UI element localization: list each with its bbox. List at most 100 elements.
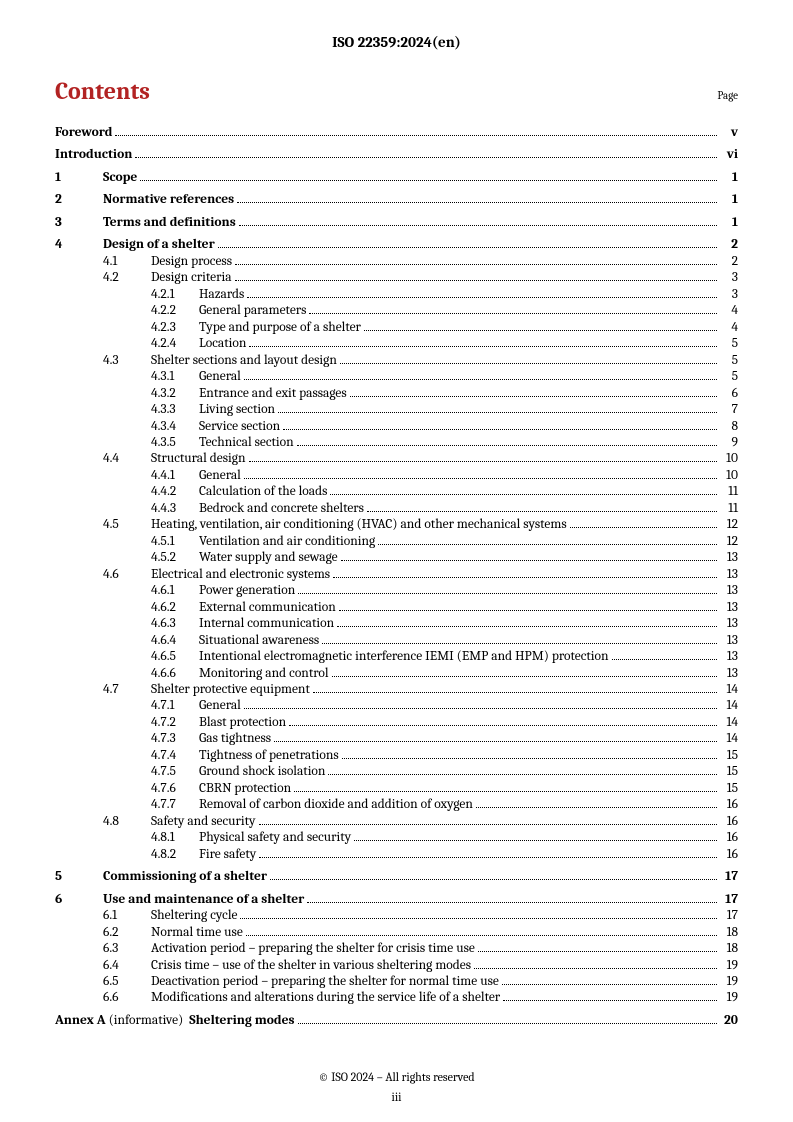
toc-entry[interactable]: 2Normative references1 [55,192,738,208]
toc-title: Foreword [55,125,112,141]
toc-leader [278,412,717,413]
toc-number: 6.3 [103,941,151,957]
toc-leader [239,225,717,226]
toc-number: 4.6.3 [151,616,199,632]
toc-entry[interactable]: 6.1Sheltering cycle17 [55,908,738,924]
toc-entry[interactable]: 4.7.7Removal of carbon dioxide and addit… [55,797,738,813]
toc-entry[interactable]: 4Design of a shelter2 [55,237,738,253]
toc-entry[interactable]: 4.7.4Tightness of penetrations15 [55,748,738,764]
toc-title: Calculation of the loads [199,484,327,500]
toc-entry[interactable]: 4.6Electrical and electronic systems13 [55,567,738,583]
toc-title: Deactivation period – preparing the shel… [151,974,499,990]
toc-entry[interactable]: 4.3.2Entrance and exit passages6 [55,386,738,402]
toc-entry[interactable]: 4.6.5Intentional electromagnetic interfe… [55,649,738,665]
toc-entry[interactable]: 4.7Shelter protective equipment14 [55,682,738,698]
toc-page: 13 [720,633,738,649]
toc-number: 2 [55,192,103,208]
toc-entry[interactable]: 4.5.2Water supply and sewage13 [55,550,738,566]
toc-page: 13 [720,550,738,566]
toc-title: Annex A (informative) Sheltering modes [55,1013,295,1029]
toc-entry[interactable]: 4.3.5Technical section9 [55,435,738,451]
toc-title: Hazards [199,287,244,303]
toc-entry[interactable]: 6.3Activation period – preparing the she… [55,941,738,957]
toc-page: 11 [720,501,738,517]
toc-page: 7 [720,402,738,418]
toc-entry[interactable]: 3Terms and definitions1 [55,215,738,231]
toc-title: Blast protection [199,715,286,731]
toc-page: 20 [720,1013,738,1029]
toc-entry[interactable]: 4.2.1Hazards3 [55,287,738,303]
toc-leader [297,445,717,446]
toc-entry[interactable]: 1Scope1 [55,170,738,186]
toc-entry[interactable]: 4.4Structural design10 [55,451,738,467]
toc-page: 4 [720,320,738,336]
toc-leader [350,396,717,397]
toc-title: Safety and security [151,814,256,830]
toc-entry[interactable]: 4.4.2Calculation of the loads11 [55,484,738,500]
toc-leader [244,708,717,709]
toc-entry[interactable]: 4.8Safety and security16 [55,814,738,830]
toc-title: Introduction [55,147,132,163]
toc-entry[interactable]: 4.7.5Ground shock isolation15 [55,764,738,780]
toc-entry[interactable]: 4.6.1Power generation13 [55,583,738,599]
toc-entry[interactable]: 5Commissioning of a shelter17 [55,869,738,885]
toc-entry[interactable]: 4.7.1General14 [55,698,738,714]
toc-page: 13 [720,649,738,665]
toc-entry[interactable]: 4.4.3Bedrock and concrete shelters11 [55,501,738,517]
toc-leader [246,935,717,936]
toc-entry[interactable]: 6.2Normal time use18 [55,925,738,941]
toc-title: Activation period – preparing the shelte… [151,941,475,957]
toc-leader [235,264,717,265]
toc-entry[interactable]: 4.2.4Location5 [55,336,738,352]
toc-entry[interactable]: 4.4.1General10 [55,468,738,484]
toc-entry[interactable]: 4.3.4Service section8 [55,419,738,435]
toc-entry[interactable]: 4.8.1Physical safety and security16 [55,830,738,846]
toc-entry[interactable]: 4.3Shelter sections and layout design5 [55,353,738,369]
doc-header: ISO 22359:2024(en) [55,33,738,51]
toc-number: 4.2.3 [151,320,199,336]
toc-entry[interactable]: 4.7.3Gas tightness14 [55,731,738,747]
toc-entry[interactable]: 6.4Crisis time – use of the shelter in v… [55,958,738,974]
toc-page: 4 [720,303,738,319]
toc-entry[interactable]: 6Use and maintenance of a shelter17 [55,892,738,908]
toc-number: 4 [55,237,103,253]
toc-entry[interactable]: 4.5.1Ventilation and air conditioning12 [55,534,738,550]
toc-number: 4.2.4 [151,336,199,352]
toc-entry[interactable]: 6.5Deactivation period – preparing the s… [55,974,738,990]
toc-entry[interactable]: Introductionvi [55,147,738,163]
toc-entry[interactable]: 4.6.6Monitoring and control13 [55,666,738,682]
toc-page: 13 [720,600,738,616]
toc-page: 13 [720,666,738,682]
toc-entry[interactable]: 4.2.3Type and purpose of a shelter4 [55,320,738,336]
toc-title: Shelter protective equipment [151,682,310,698]
toc-number: 6.2 [103,925,151,941]
toc-entry[interactable]: 4.8.2Fire safety16 [55,847,738,863]
toc-entry[interactable]: 4.2.2General parameters4 [55,303,738,319]
toc-entry[interactable]: 4.3.3Living section7 [55,402,738,418]
toc-number: 4.4.1 [151,468,199,484]
toc-entry[interactable]: 4.6.2External communication13 [55,600,738,616]
toc-entry[interactable]: 4.7.2Blast protection14 [55,715,738,731]
toc-number: 4.4.3 [151,501,199,517]
toc-title: Intentional electromagnetic interference… [199,649,609,665]
toc-number: 4.3.3 [151,402,199,418]
toc-entry[interactable]: 4.3.1General5 [55,369,738,385]
toc-leader [503,1000,717,1001]
toc-entry[interactable]: 4.6.3Internal communication13 [55,616,738,632]
toc-entry[interactable]: 4.7.6CBRN protection15 [55,781,738,797]
toc-leader [298,593,717,594]
toc-entry-annex[interactable]: Annex A (informative) Sheltering modes 20 [55,1013,738,1029]
toc-title: Shelter sections and layout design [151,353,337,369]
toc-leader [341,560,717,561]
toc-page: 17 [720,892,738,908]
toc-number: 6.1 [103,908,151,924]
toc-number: 4.5.1 [151,534,199,550]
toc-entry[interactable]: 6.6Modifications and alterations during … [55,990,738,1006]
toc-entry[interactable]: 4.1Design process2 [55,254,738,270]
toc-entry[interactable]: 4.5Heating, ventilation, air conditionin… [55,517,738,533]
toc-entry[interactable]: 4.2Design criteria3 [55,270,738,286]
toc-entry[interactable]: 4.6.4Situational awareness13 [55,633,738,649]
toc-title: Normative references [103,192,234,208]
toc-number: 4.2.1 [151,287,199,303]
toc-entry[interactable]: Forewordv [55,125,738,141]
